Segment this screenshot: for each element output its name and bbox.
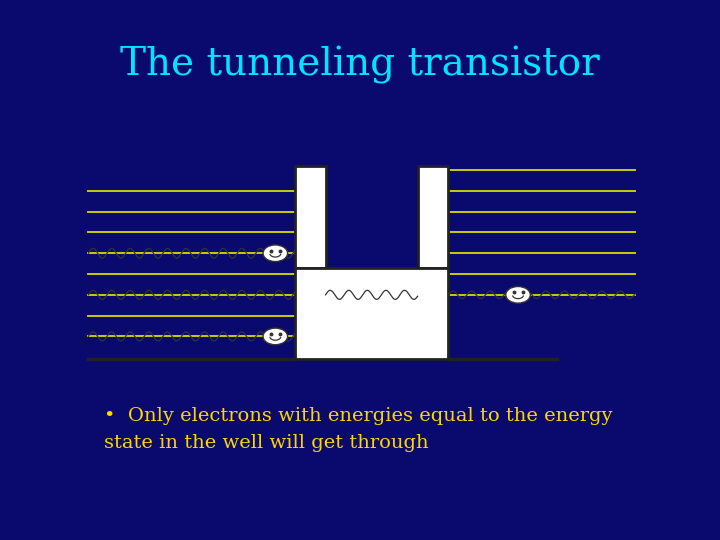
Circle shape [505,287,531,303]
Bar [418,166,449,268]
Text: •  Only electrons with energies equal to the energy
state in the well will get t: • Only electrons with energies equal to … [104,407,613,451]
Text: The tunneling transistor: The tunneling transistor [120,46,600,84]
Bar [295,268,449,359]
Circle shape [263,245,287,261]
Circle shape [263,328,287,345]
Bar [295,166,325,268]
